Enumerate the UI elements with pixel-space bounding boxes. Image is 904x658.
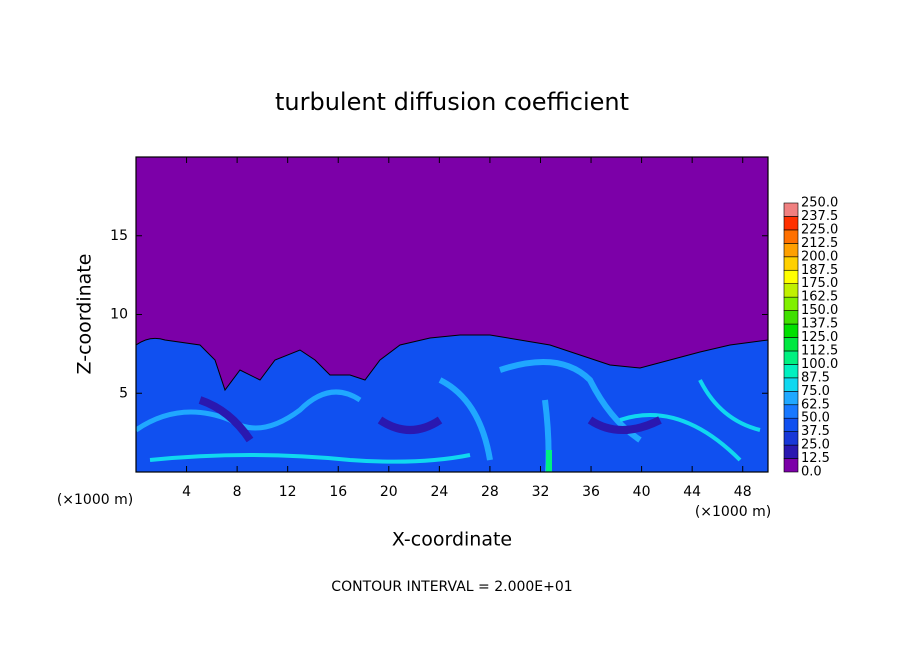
colorbar-label: 225.0 <box>801 222 838 237</box>
colorbar-label: 75.0 <box>801 384 830 399</box>
colorbar-label: 37.5 <box>801 424 830 439</box>
x-tick-label: 40 <box>633 484 651 500</box>
colorbar-segment <box>783 256 799 271</box>
colorbar-label: 112.5 <box>801 343 838 358</box>
x-tick-label: 32 <box>532 484 550 500</box>
colorbar-label: 137.5 <box>801 317 838 332</box>
colorbar-segment <box>783 310 799 325</box>
colorbar-segment <box>783 337 799 352</box>
colorbar-label: 25.0 <box>801 438 830 453</box>
colorbar-segment <box>783 269 799 284</box>
colorbar-label: 187.5 <box>801 263 838 278</box>
colorbar-segment <box>783 229 799 244</box>
colorbar: 0.012.525.037.550.062.575.087.5100.0112.… <box>783 196 838 480</box>
x-tick-label: 16 <box>329 484 347 500</box>
y-tick-label: 15 <box>110 228 128 244</box>
x-tick-label: 20 <box>380 484 398 500</box>
colorbar-label: 212.5 <box>801 236 838 251</box>
colorbar-segment <box>783 364 799 379</box>
x-tick-label: 44 <box>683 484 701 500</box>
colorbar-label: 50.0 <box>801 411 830 426</box>
colorbar-segment <box>783 243 799 258</box>
footer-note: CONTOUR INTERVAL = 2.000E+01 <box>331 579 572 595</box>
colorbar-segment <box>783 417 799 432</box>
colorbar-label: 175.0 <box>801 276 838 291</box>
y-tick-label: 5 <box>119 385 128 401</box>
x-tick-label: 4 <box>182 484 191 500</box>
colorbar-segment <box>783 216 799 231</box>
colorbar-label: 100.0 <box>801 357 838 372</box>
y-axis-label: Z-coordinate <box>74 254 96 375</box>
x-tick-label: 28 <box>481 484 499 500</box>
colorbar-label: 12.5 <box>801 451 830 466</box>
x-tick-label: 8 <box>233 484 242 500</box>
colorbar-label: 150.0 <box>801 303 838 318</box>
colorbar-label: 125.0 <box>801 330 838 345</box>
contour-field <box>136 157 768 472</box>
colorbar-segment <box>783 323 799 338</box>
colorbar-segment <box>783 444 799 459</box>
y-tick-label: 10 <box>110 307 128 323</box>
colorbar-segment <box>783 458 799 473</box>
colorbar-segment <box>783 283 799 298</box>
x-unit-label: (×1000 m) <box>57 492 133 508</box>
x-tick-label: 36 <box>582 484 600 500</box>
x-tick-label: 12 <box>279 484 297 500</box>
colorbar-label: 62.5 <box>801 397 830 412</box>
x-unit-label: (×1000 m) <box>695 504 771 520</box>
colorbar-label: 200.0 <box>801 249 838 264</box>
x-tick-label: 24 <box>430 484 448 500</box>
colorbar-label: 87.5 <box>801 370 830 385</box>
x-tick-label: 48 <box>734 484 752 500</box>
colorbar-segment <box>783 377 799 392</box>
colorbar-segment <box>783 404 799 419</box>
colorbar-segment <box>783 202 799 217</box>
colorbar-segment <box>783 296 799 311</box>
colorbar-label: 0.0 <box>801 465 822 480</box>
colorbar-label: 250.0 <box>801 196 838 211</box>
colorbar-segment <box>783 390 799 406</box>
x-axis-label: X-coordinate <box>392 529 512 551</box>
colorbar-segment <box>783 350 799 365</box>
chart-title: turbulent diffusion coefficient <box>275 88 629 116</box>
colorbar-segment <box>783 431 799 446</box>
colorbar-label: 237.5 <box>801 209 838 224</box>
colorbar-label: 162.5 <box>801 290 838 305</box>
